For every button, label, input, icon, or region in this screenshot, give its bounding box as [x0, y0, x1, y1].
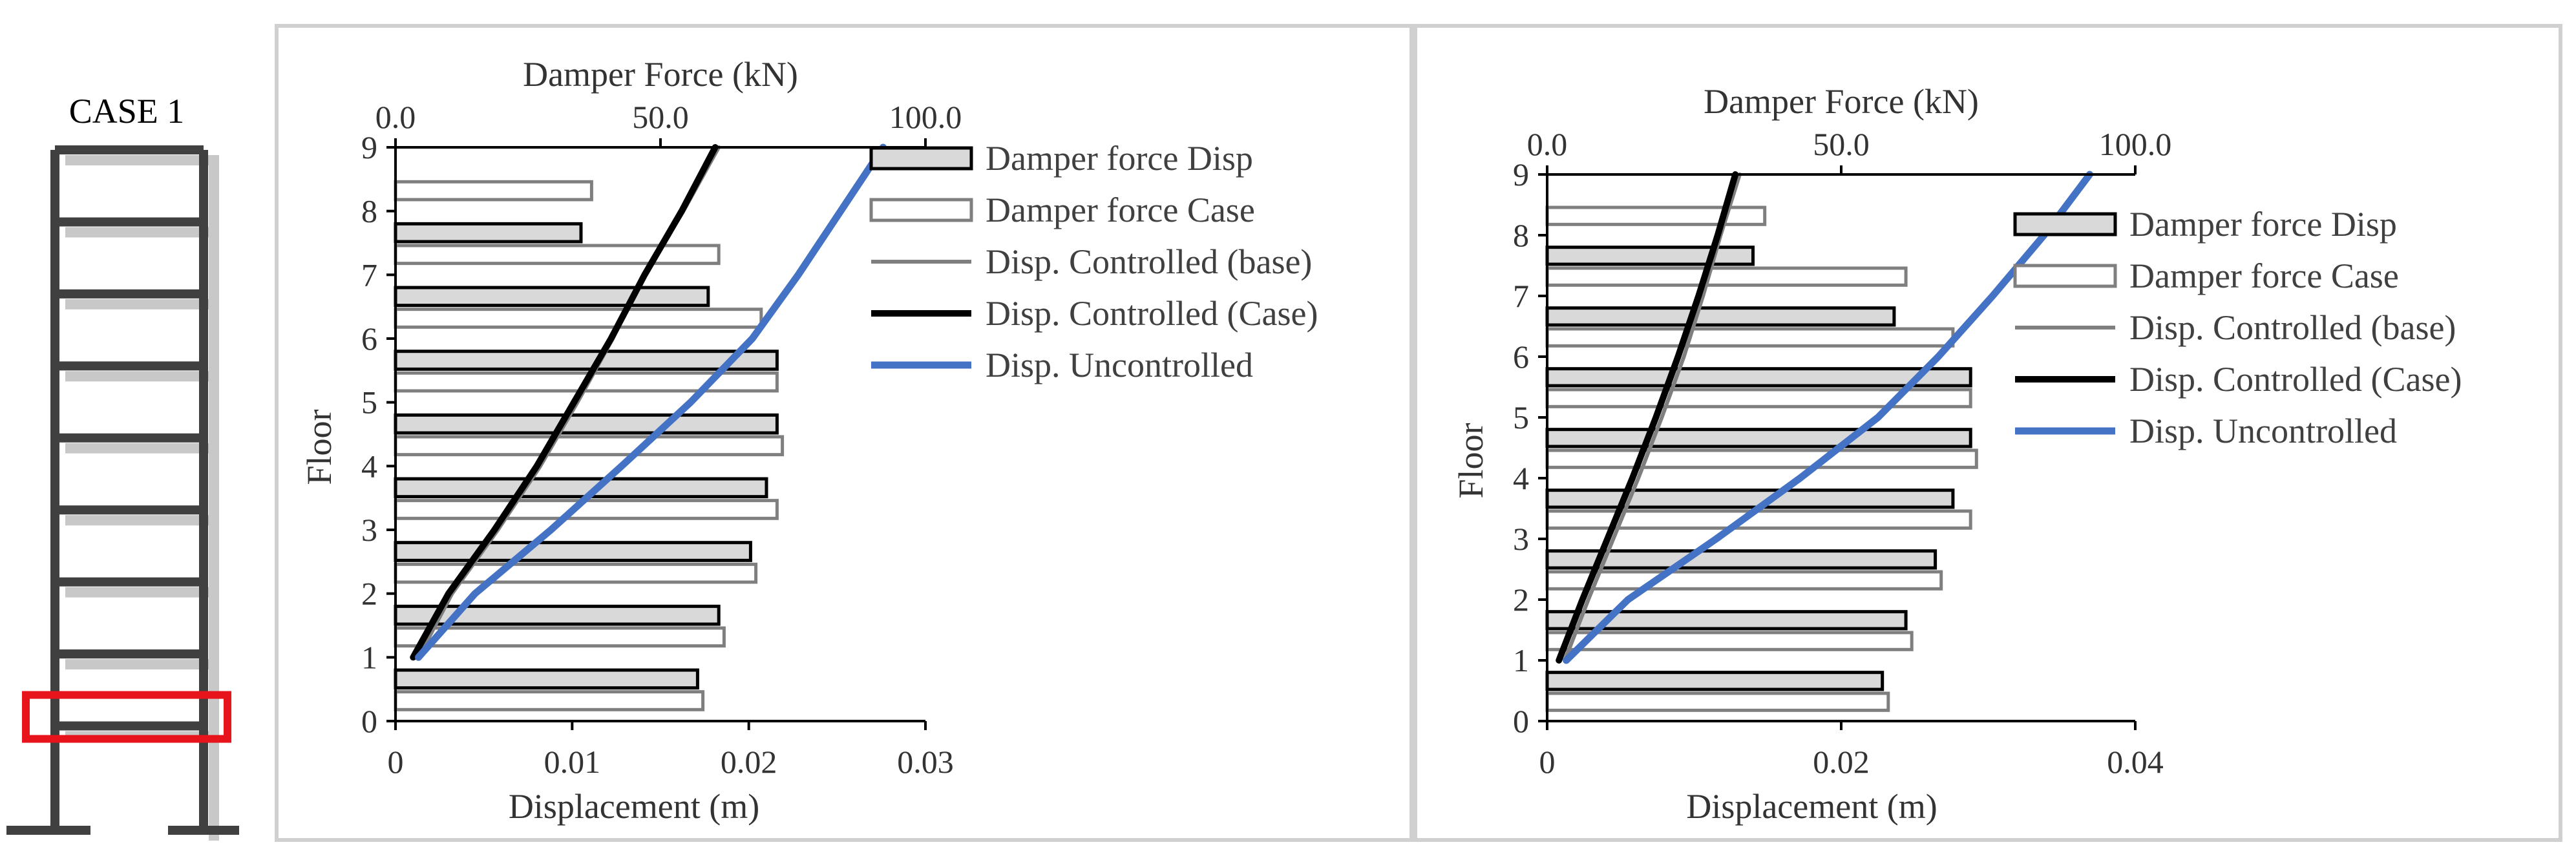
bar-damper-force-disp	[394, 541, 752, 562]
chart-panel-right-border	[1413, 24, 2562, 842]
bar-damper-force-case	[1545, 266, 1908, 287]
chart-panel-left-border	[275, 24, 1413, 842]
line-disp-controlled-case	[410, 144, 719, 661]
legend-swatch-bar-case	[869, 198, 973, 222]
y-tick-label: 5	[361, 384, 377, 421]
bar-damper-force-disp	[394, 286, 710, 308]
bar-damper-force-case	[394, 244, 721, 266]
bar-damper-force-case	[1545, 691, 1890, 712]
y-tick-label: 7	[1513, 278, 1529, 314]
bar-damper-force-disp	[1545, 488, 1955, 509]
bar-damper-force-disp	[1545, 306, 1896, 327]
legend-entry-label: Disp. Controlled (Case)	[2129, 360, 2462, 399]
bar-damper-force-disp	[1545, 367, 1972, 388]
x-bottom-tick-label: 0.04	[2107, 744, 2164, 780]
line-disp-controlled-base	[1563, 173, 1742, 662]
x-bottom-tick-label: 0.02	[1813, 744, 1870, 780]
bar-damper-force-case	[394, 499, 779, 520]
legend-entry-label: Disp. Controlled (Case)	[986, 294, 1318, 333]
y-tick-label: 2	[1513, 582, 1529, 618]
y-tick-label: 6	[1513, 339, 1529, 375]
legend-entry-label: Disp. Uncontrolled	[986, 346, 1253, 384]
x-axis-title-bottom: Displacement (m)	[509, 787, 759, 826]
line-disp-controlled-case	[1556, 171, 1739, 664]
bar-damper-force-case	[1545, 570, 1943, 591]
y-tick-label: 3	[1513, 521, 1529, 557]
y-tick-label: 1	[1513, 642, 1529, 678]
legend-entry-label: Damper force Case	[986, 191, 1255, 229]
legend-swatch-bar-disp	[2013, 212, 2117, 236]
legend-entry-label: Disp. Controlled (base)	[2129, 308, 2456, 347]
x-top-tick-label: 100.0	[889, 99, 962, 135]
bar-damper-force-case	[1545, 205, 1767, 226]
legend-swatch-bar-case	[2013, 264, 2117, 288]
y-axis-title: Floor	[300, 409, 339, 485]
y-tick-label: 0	[1513, 703, 1529, 739]
y-tick-label: 8	[1513, 217, 1529, 253]
legend-entry-label: Damper force Case	[2129, 257, 2399, 295]
y-tick-label: 2	[361, 576, 377, 612]
x-top-tick-label: 100.0	[2099, 126, 2172, 162]
x-top-tick-label: 0.0	[1527, 126, 1568, 162]
x-bottom-tick-label: 0.03	[897, 744, 954, 780]
building-frame-schematic: CASE 1	[6, 92, 239, 841]
bar-damper-force-disp	[1545, 671, 1884, 691]
bar-damper-force-disp	[394, 477, 768, 499]
legend: Damper force Disp Damper force Case Disp. …	[869, 139, 1318, 384]
legend-entry-label: Damper force Disp	[2129, 205, 2397, 244]
legend-entry-label: Disp. Uncontrolled	[2129, 412, 2397, 450]
bar-damper-force-case	[1545, 448, 1978, 469]
y-tick-label: 9	[1513, 156, 1529, 193]
bar-damper-force-disp	[394, 413, 779, 435]
x-bottom-tick-label: 0.01	[544, 744, 601, 780]
bar-damper-force-disp	[394, 222, 583, 244]
bar-damper-force-case	[1545, 327, 1955, 348]
x-top-tick-label: 50.0	[632, 99, 689, 135]
x-top-tick-label: 0.0	[375, 99, 416, 135]
bar-damper-force-disp	[394, 668, 699, 690]
bar-damper-force-disp	[394, 350, 779, 371]
y-tick-label: 0	[361, 703, 377, 739]
line-disp-uncontrolled	[415, 143, 887, 661]
bar-damper-force-disp	[1545, 549, 1937, 570]
y-tick-label: 8	[361, 193, 377, 229]
x-top-tick-label: 50.0	[1813, 126, 1870, 162]
x-axis-title-top: Damper Force (kN)	[1704, 82, 1979, 121]
x-axis-title-bottom: Displacement (m)	[1686, 787, 1937, 826]
bar-damper-force-case	[394, 180, 593, 202]
bar-damper-force-case	[394, 308, 763, 329]
bar-damper-force-case	[394, 690, 705, 711]
bar-damper-force-disp	[1545, 428, 1972, 448]
damper-location-highlight	[22, 691, 231, 743]
bar-damper-force-case	[1545, 631, 1914, 651]
legend-swatch-bar-disp	[869, 146, 973, 171]
y-tick-label: 4	[1513, 460, 1529, 496]
x-bottom-tick-label: 0	[1539, 744, 1556, 780]
x-bottom-tick-label: 0.02	[721, 744, 777, 780]
bar-damper-force-case	[394, 562, 758, 584]
case-label: CASE 1	[69, 92, 185, 131]
y-tick-label: 1	[361, 639, 377, 675]
line-disp-uncontrolled	[1563, 171, 2093, 664]
chart-left: 0 1 2 3 4 5 6 7 8 9 0 0.01 0.02 0.03 0.0 50.0 100.0 Dampe…	[300, 55, 1318, 826]
y-tick-label: 5	[1513, 399, 1529, 435]
legend-entry-label: Damper force Disp	[986, 139, 1253, 178]
chart-right: 0 1 2 3 4 5 6 7 8 9 0 0.02 0.04 0.0 50.0 100.0 Damper Fo…	[1452, 82, 2462, 826]
y-tick-label: 9	[361, 129, 377, 165]
bar-damper-force-case	[394, 435, 785, 457]
bar-damper-force-disp	[1545, 246, 1755, 266]
y-tick-label: 4	[361, 448, 377, 484]
legend-entry-label: Disp. Controlled (base)	[986, 242, 1312, 281]
y-axis-title: Floor	[1452, 423, 1490, 498]
y-tick-label: 7	[361, 257, 377, 293]
legend: Damper force Disp Damper force Case Disp. …	[2013, 205, 2462, 450]
y-tick-label: 3	[361, 512, 377, 548]
x-axis-title-top: Damper Force (kN)	[523, 55, 798, 94]
y-tick-label: 6	[361, 320, 377, 357]
x-bottom-tick-label: 0	[388, 744, 404, 780]
